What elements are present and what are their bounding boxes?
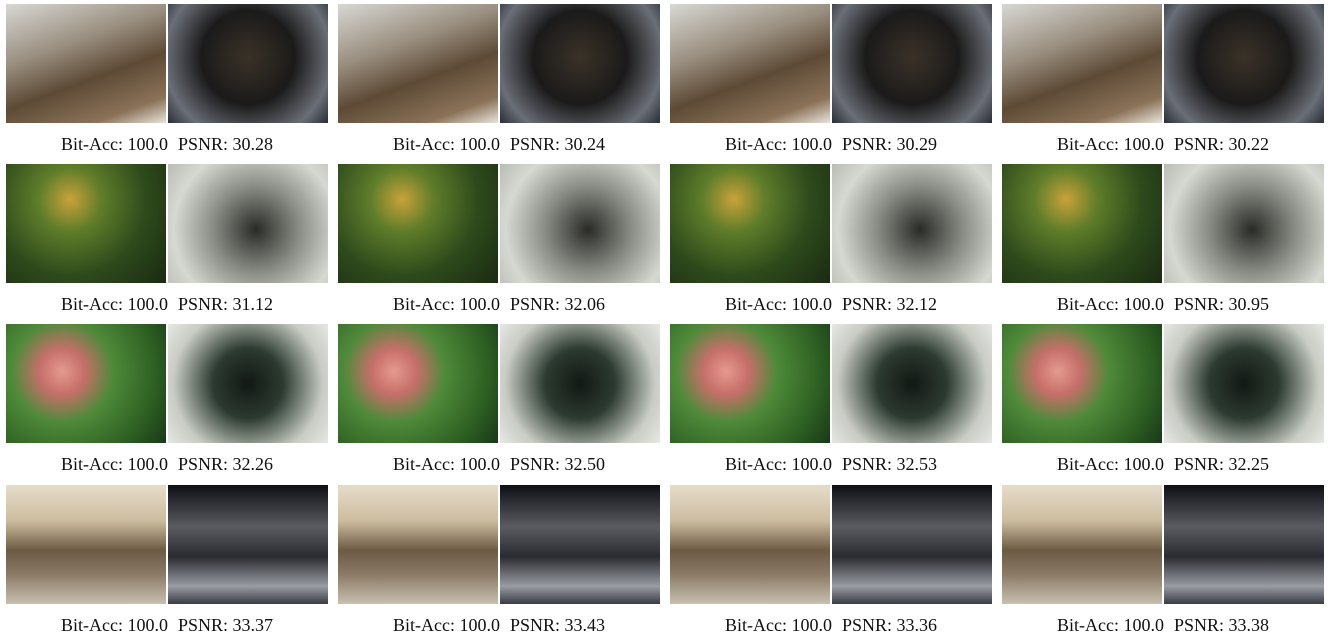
bit-accuracy: Bit-Acc: 100.0 bbox=[61, 134, 168, 154]
image-original bbox=[6, 485, 166, 604]
image-difference bbox=[1164, 164, 1324, 283]
psnr: PSNR: 32.25 bbox=[1174, 454, 1269, 474]
caption: Bit-Acc: 100.0 PSNR: 30.29 bbox=[670, 134, 992, 155]
image-difference bbox=[1164, 4, 1324, 123]
image-difference bbox=[500, 485, 660, 604]
bit-accuracy: Bit-Acc: 100.0 bbox=[393, 134, 500, 154]
image-difference bbox=[500, 164, 660, 283]
image-original bbox=[670, 164, 830, 283]
psnr: PSNR: 32.26 bbox=[178, 454, 273, 474]
bit-accuracy: Bit-Acc: 100.0 bbox=[725, 134, 832, 154]
psnr: PSNR: 33.37 bbox=[178, 615, 273, 635]
image-original bbox=[6, 4, 166, 123]
image-difference bbox=[168, 164, 328, 283]
psnr: PSNR: 33.38 bbox=[1174, 615, 1269, 635]
psnr: PSNR: 30.95 bbox=[1174, 294, 1269, 314]
bit-accuracy: Bit-Acc: 100.0 bbox=[725, 615, 832, 635]
bit-accuracy: Bit-Acc: 100.0 bbox=[393, 615, 500, 635]
psnr: PSNR: 30.28 bbox=[178, 134, 273, 154]
image-original bbox=[670, 324, 830, 443]
psnr: PSNR: 32.06 bbox=[510, 294, 605, 314]
caption: Bit-Acc: 100.0 PSNR: 30.24 bbox=[338, 134, 660, 155]
bit-accuracy: Bit-Acc: 100.0 bbox=[1057, 294, 1164, 314]
bit-accuracy: Bit-Acc: 100.0 bbox=[393, 454, 500, 474]
image-original bbox=[338, 324, 498, 443]
caption: Bit-Acc: 100.0 PSNR: 32.25 bbox=[1002, 454, 1324, 475]
psnr: PSNR: 32.53 bbox=[842, 454, 937, 474]
psnr: PSNR: 32.12 bbox=[842, 294, 937, 314]
image-original bbox=[338, 4, 498, 123]
psnr: PSNR: 33.43 bbox=[510, 615, 605, 635]
image-difference bbox=[168, 4, 328, 123]
caption: Bit-Acc: 100.0 PSNR: 30.95 bbox=[1002, 294, 1324, 315]
caption: Bit-Acc: 100.0 PSNR: 33.38 bbox=[1002, 615, 1324, 636]
psnr: PSNR: 31.12 bbox=[178, 294, 273, 314]
bit-accuracy: Bit-Acc: 100.0 bbox=[61, 615, 168, 635]
bit-accuracy: Bit-Acc: 100.0 bbox=[1057, 615, 1164, 635]
image-original bbox=[338, 164, 498, 283]
bit-accuracy: Bit-Acc: 100.0 bbox=[61, 294, 168, 314]
image-original bbox=[6, 324, 166, 443]
psnr: PSNR: 30.24 bbox=[510, 134, 605, 154]
caption: Bit-Acc: 100.0 PSNR: 32.06 bbox=[338, 294, 660, 315]
bit-accuracy: Bit-Acc: 100.0 bbox=[1057, 134, 1164, 154]
caption: Bit-Acc: 100.0 PSNR: 32.50 bbox=[338, 454, 660, 475]
image-difference bbox=[832, 324, 992, 443]
image-original bbox=[670, 485, 830, 604]
caption: Bit-Acc: 100.0 PSNR: 30.28 bbox=[6, 134, 328, 155]
caption: Bit-Acc: 100.0 PSNR: 33.36 bbox=[670, 615, 992, 636]
bit-accuracy: Bit-Acc: 100.0 bbox=[393, 294, 500, 314]
image-difference bbox=[832, 4, 992, 123]
image-difference bbox=[500, 4, 660, 123]
caption: Bit-Acc: 100.0 PSNR: 30.22 bbox=[1002, 134, 1324, 155]
psnr: PSNR: 32.50 bbox=[510, 454, 605, 474]
caption: Bit-Acc: 100.0 PSNR: 33.43 bbox=[338, 615, 660, 636]
image-difference bbox=[168, 324, 328, 443]
caption: Bit-Acc: 100.0 PSNR: 32.26 bbox=[6, 454, 328, 475]
bit-accuracy: Bit-Acc: 100.0 bbox=[725, 294, 832, 314]
caption: Bit-Acc: 100.0 PSNR: 33.37 bbox=[6, 615, 328, 636]
psnr: PSNR: 30.29 bbox=[842, 134, 937, 154]
image-original bbox=[1002, 4, 1162, 123]
caption: Bit-Acc: 100.0 PSNR: 32.12 bbox=[670, 294, 992, 315]
image-difference bbox=[1164, 485, 1324, 604]
image-original bbox=[338, 485, 498, 604]
image-difference bbox=[1164, 324, 1324, 443]
image-difference bbox=[500, 324, 660, 443]
image-original bbox=[670, 4, 830, 123]
caption: Bit-Acc: 100.0 PSNR: 32.53 bbox=[670, 454, 992, 475]
image-original bbox=[1002, 324, 1162, 443]
psnr: PSNR: 30.22 bbox=[1174, 134, 1269, 154]
image-difference bbox=[832, 485, 992, 604]
caption: Bit-Acc: 100.0 PSNR: 31.12 bbox=[6, 294, 328, 315]
image-original bbox=[6, 164, 166, 283]
image-original bbox=[1002, 485, 1162, 604]
image-original bbox=[1002, 164, 1162, 283]
figure: Bit-Acc: 100.0 PSNR: 30.28 Bit-Acc: 100.0 P… bbox=[0, 0, 1330, 636]
bit-accuracy: Bit-Acc: 100.0 bbox=[61, 454, 168, 474]
bit-accuracy: Bit-Acc: 100.0 bbox=[725, 454, 832, 474]
psnr: PSNR: 33.36 bbox=[842, 615, 937, 635]
image-difference bbox=[168, 485, 328, 604]
bit-accuracy: Bit-Acc: 100.0 bbox=[1057, 454, 1164, 474]
image-difference bbox=[832, 164, 992, 283]
